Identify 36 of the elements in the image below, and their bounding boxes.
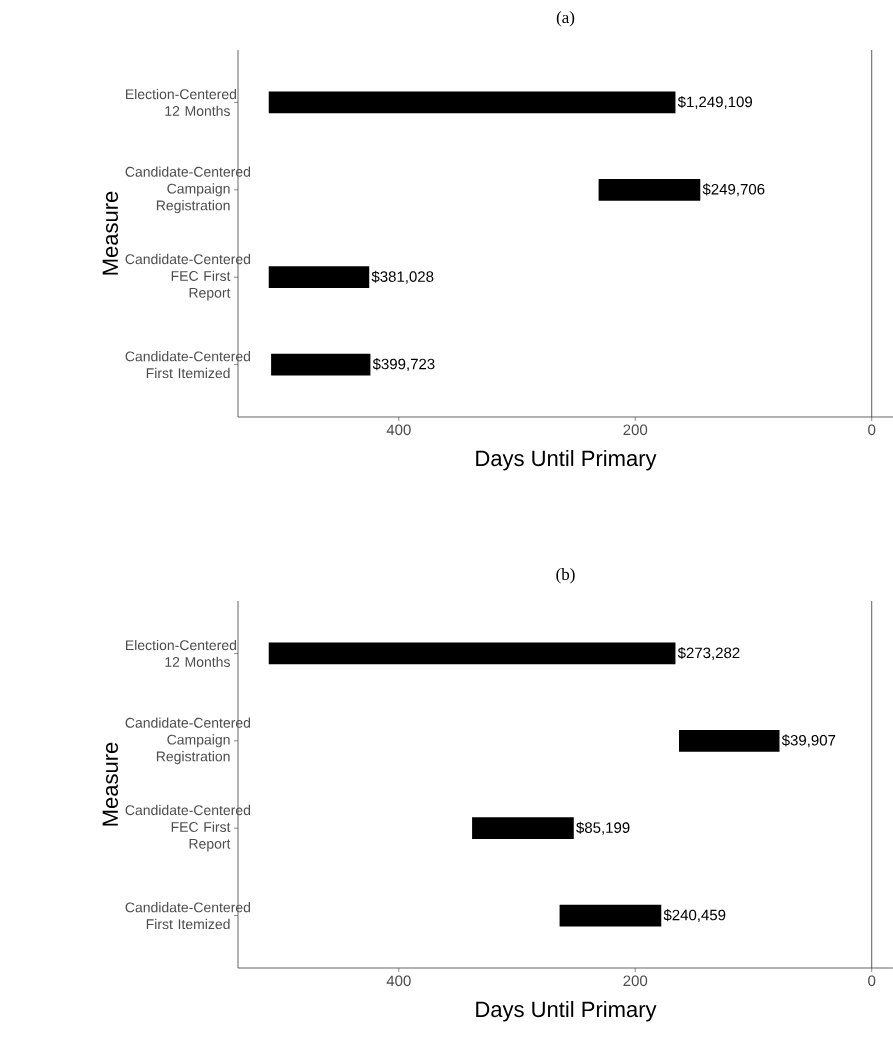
y-tick-label: Candidate-Centered First Itemized: [125, 351, 251, 379]
annotation: $1,249,109: [677, 95, 752, 109]
annotation: $381,028: [371, 270, 434, 284]
x-axis-title: Days Until Primary: [476, 449, 657, 471]
bar: [679, 729, 780, 752]
bar: [268, 91, 676, 114]
x-tick-label: 400: [386, 424, 411, 436]
bar: [559, 904, 662, 927]
annotation: $249,706: [702, 183, 765, 197]
x-tick-label: 0: [868, 975, 876, 987]
y-axis-title: Measure: [102, 191, 119, 275]
x-tick-label: 200: [623, 424, 648, 436]
y-tick-label: Candidate-Centered First Itemized: [125, 902, 251, 930]
chart-title: (a): [556, 11, 575, 27]
chart-title: (b): [556, 568, 575, 584]
annotation: $39,907: [781, 734, 836, 748]
x-tick-label: 400: [386, 975, 411, 987]
y-tick-label: Election-Centered 12 Months: [126, 88, 237, 116]
bar: [268, 642, 676, 665]
x-tick-label: 200: [623, 975, 648, 987]
x-axis-title: Days Until Primary: [476, 1000, 657, 1022]
y-tick-label: Candidate-Centered Campaign Registration: [125, 166, 251, 214]
annotation: $85,199: [576, 821, 630, 835]
y-tick-label: Candidate-Centered Campaign Registration: [125, 717, 251, 765]
bar: [598, 178, 701, 201]
bar: [472, 817, 574, 840]
annotation: $399,723: [372, 358, 435, 372]
bar: [271, 353, 371, 376]
y-tick-label: Election-Centered 12 Months: [126, 639, 237, 667]
y-tick-label: Candidate-Centered FEC First Report: [125, 804, 251, 852]
x-tick-label: 0: [868, 424, 876, 436]
bar: [268, 266, 370, 289]
annotation: $240,459: [663, 909, 726, 923]
annotation: $273,282: [677, 646, 740, 660]
y-axis-title: Measure: [102, 742, 119, 826]
y-tick-label: Candidate-Centered FEC First Report: [125, 253, 251, 301]
